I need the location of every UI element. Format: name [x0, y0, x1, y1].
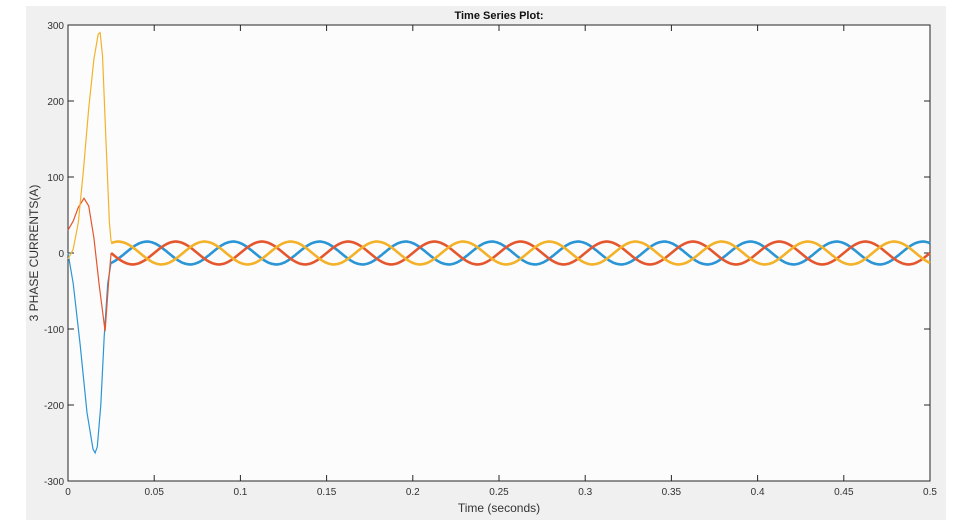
x-tick-label: 0.15: [317, 487, 337, 498]
x-tick-label: 0.45: [834, 487, 854, 498]
x-tick-label: 0.05: [144, 487, 164, 498]
y-tick-label: 300: [47, 21, 64, 32]
x-tick-label: 0.35: [662, 487, 682, 498]
series-2-transient: [67, 31, 112, 260]
x-tick-label: 0.3: [578, 487, 592, 498]
figure: 0 0.05 0.1 0.15 0.2 0.25 0.3 0.35 0.4 0.45 0.5 -300…: [26, 6, 946, 520]
chart-title: Time Series Plot:: [454, 10, 543, 22]
y-tick-label: -200: [44, 401, 64, 412]
series-2-steady: [110, 240, 931, 266]
y-tick-label: 200: [47, 97, 64, 108]
y-tick-label: 100: [47, 173, 64, 184]
x-tick-label: 0.1: [233, 487, 247, 498]
x-tick-label: 0.4: [751, 487, 765, 498]
x-tick-label: 0.25: [489, 487, 509, 498]
y-tick-label: -300: [44, 477, 64, 488]
time-series-chart: 0 0.05 0.1 0.15 0.2 0.25 0.3 0.35 0.4 0.45 0.5 -300…: [27, 10, 937, 515]
series-1-transient: [67, 197, 112, 332]
series-0-transient: [67, 252, 112, 455]
y-tick-label: -100: [44, 325, 64, 336]
y-tick-label: 0: [58, 249, 64, 260]
x-tick-label: 0: [65, 487, 71, 498]
x-tick-label: 0.2: [406, 487, 420, 498]
x-axis-label: Time (seconds): [458, 501, 540, 515]
y-axis-label: 3 PHASE CURRENTS(A): [27, 185, 41, 322]
x-tick-label: 0.5: [923, 487, 937, 498]
